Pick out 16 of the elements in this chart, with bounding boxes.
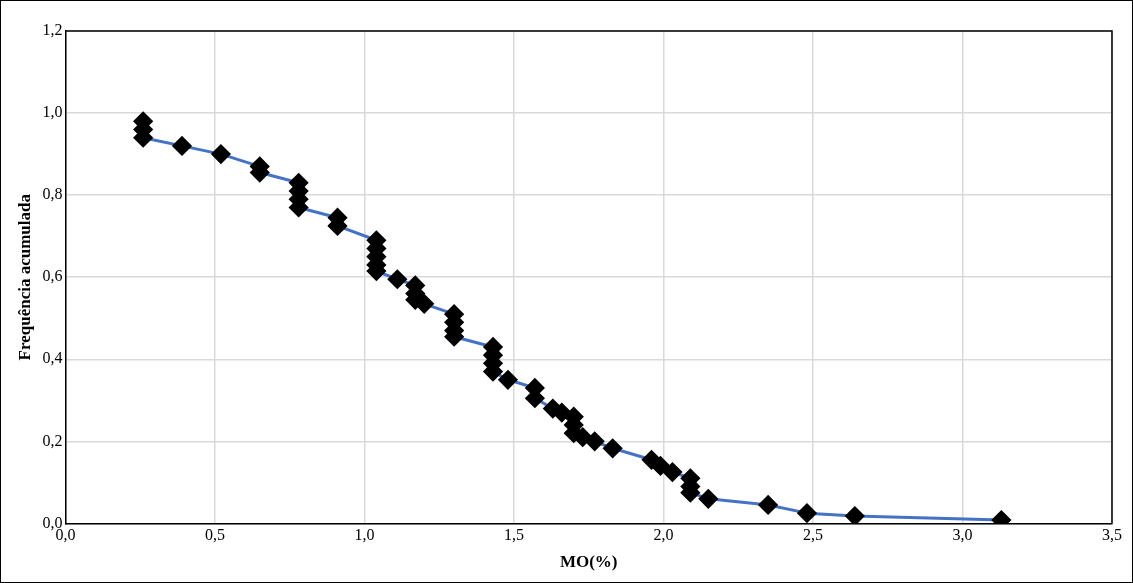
y-tick-label: 0,2 [42, 431, 63, 449]
x-tick-label: 3,0 [952, 526, 973, 544]
y-tick-label: 1,2 [42, 21, 63, 39]
y-tick-label: 1,0 [42, 103, 63, 121]
y-tick-label: 0,0 [42, 513, 63, 531]
x-tick-label: 3,5 [1102, 526, 1122, 544]
x-tick-label: 2,0 [653, 526, 674, 544]
x-tick-label: 2,5 [802, 526, 823, 544]
x-tick-label: 1,5 [503, 526, 524, 544]
x-tick-label: 0,5 [204, 526, 225, 544]
y-tick-label: 0,8 [42, 185, 63, 203]
y-axis-title: Frequência acumulada [14, 193, 34, 361]
x-tick-label: 1,0 [354, 526, 375, 544]
y-tick-label: 0,4 [42, 349, 63, 367]
x-axis-title: MO(%) [559, 552, 618, 572]
y-tick-label: 0,6 [42, 267, 63, 285]
